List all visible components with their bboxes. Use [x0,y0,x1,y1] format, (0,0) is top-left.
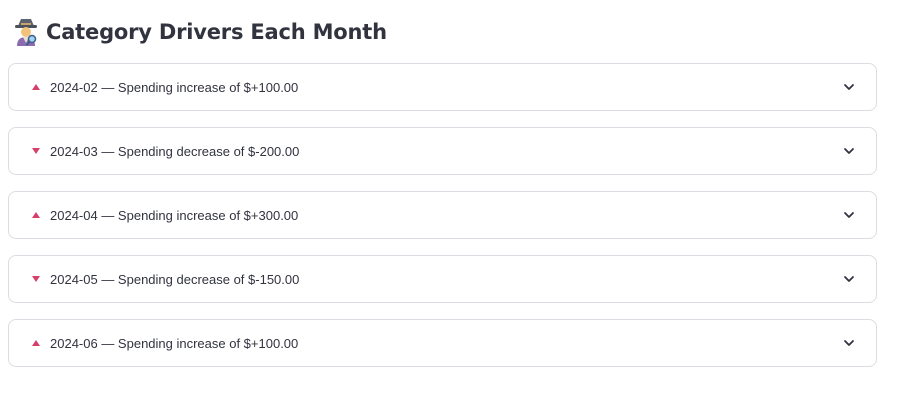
triangle-down-icon [32,148,40,154]
expander-label: 2024-06 — Spending increase of $+100.00 [50,335,299,351]
expander-2024-02[interactable]: 2024-02 — Spending increase of $+100.00 [8,63,877,111]
detective-icon [12,17,40,47]
triangle-up-icon [32,340,40,346]
expander-list: 2024-02 — Spending increase of $+100.00 … [8,63,877,383]
expander-2024-06[interactable]: 2024-06 — Spending increase of $+100.00 [8,319,877,367]
triangle-down-icon [32,276,40,282]
triangle-up-icon [32,84,40,90]
triangle-up-icon [32,212,40,218]
chevron-down-icon[interactable] [842,272,856,286]
expander-2024-03[interactable]: 2024-03 — Spending decrease of $-200.00 [8,127,877,175]
expander-label: 2024-04 — Spending increase of $+300.00 [50,207,299,223]
page-title: Category Drivers Each Month [46,20,387,44]
expander-label: 2024-05 — Spending decrease of $-150.00 [50,271,300,287]
chevron-down-icon[interactable] [842,80,856,94]
chevron-down-icon[interactable] [842,144,856,158]
expander-2024-04[interactable]: 2024-04 — Spending increase of $+300.00 [8,191,877,239]
chevron-down-icon[interactable] [842,208,856,222]
page-header: Category Drivers Each Month [12,14,387,50]
expander-label: 2024-03 — Spending decrease of $-200.00 [50,143,300,159]
chevron-down-icon[interactable] [842,336,856,350]
expander-label: 2024-02 — Spending increase of $+100.00 [50,79,299,95]
expander-2024-05[interactable]: 2024-05 — Spending decrease of $-150.00 [8,255,877,303]
